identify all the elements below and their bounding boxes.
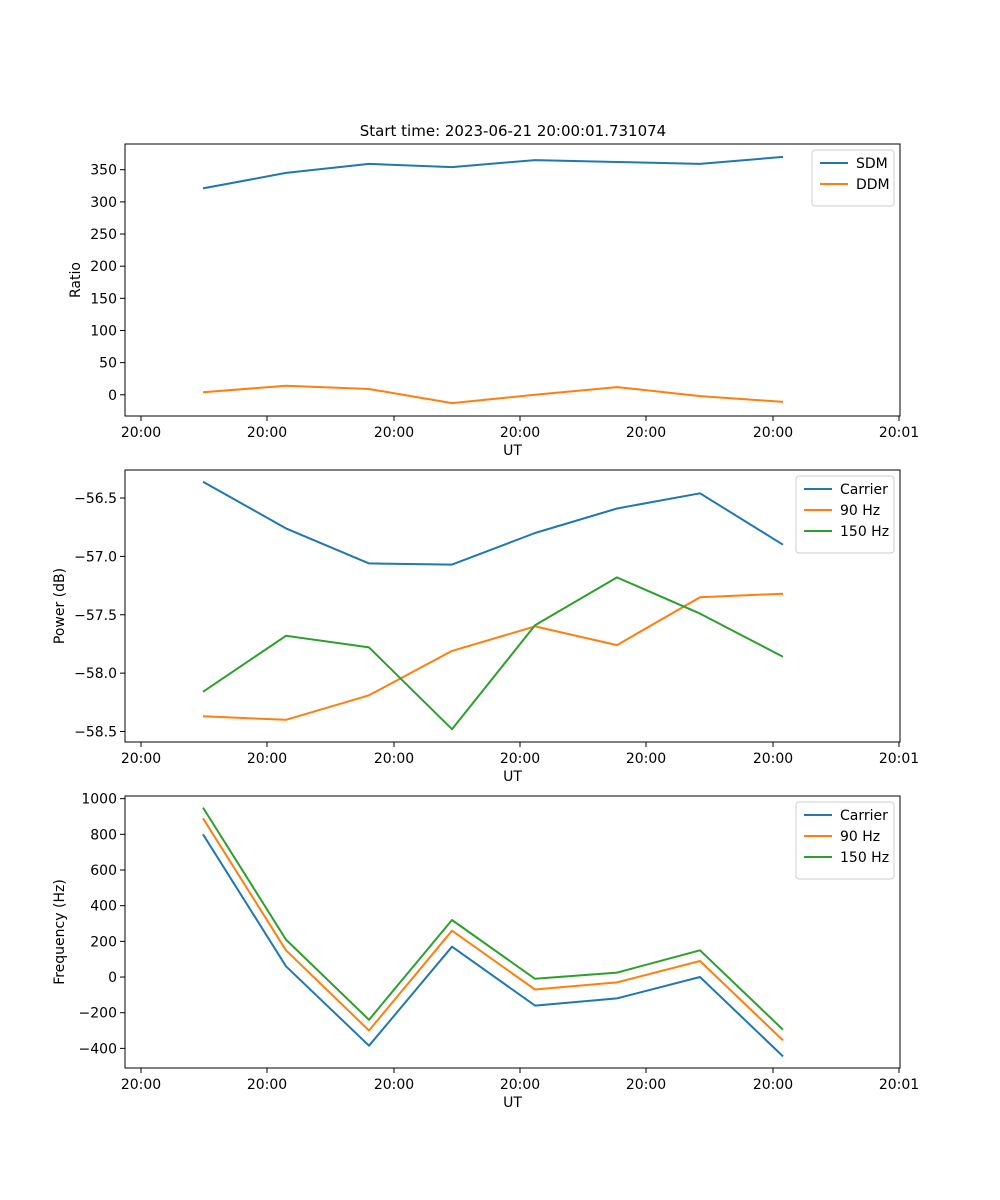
y-tick-label: 0 [108, 970, 117, 986]
y-tick-label: −57.0 [74, 549, 117, 565]
y-tick-label: 200 [90, 934, 117, 950]
legend-label-150-hz: 150 Hz [840, 524, 889, 540]
x-tick-label: 20:00 [247, 751, 287, 767]
x-tick-label: 20:00 [121, 751, 161, 767]
series-line-90-hz [202, 592, 784, 721]
y-tick-label: 350 [90, 163, 117, 179]
y-axis-label: Power (dB) [52, 568, 68, 644]
y-axis-label: Frequency (Hz) [52, 879, 68, 985]
x-tick-label: 20:00 [626, 751, 666, 767]
legend-label-ddm: DDM [856, 177, 890, 193]
legend: Carrier 90 Hz 150 Hz [795, 801, 895, 880]
y-tick-label: 0 [108, 388, 117, 404]
y-tick-label: 400 [90, 899, 117, 915]
y-tick-label: −56.5 [74, 491, 117, 507]
x-tick-label: 20:00 [374, 425, 414, 441]
y-tick-label: 50 [99, 356, 117, 372]
y-tick-label: −200 [79, 1006, 117, 1022]
power-panel: 20:00 20:00 20:00 20:00 20:00 20:00 20:01 −58.5… [52, 469, 919, 785]
y-tick-label: 1000 [81, 792, 117, 808]
frequency-panel: 20:00 20:00 20:00 20:00 20:00 20:00 20:01 −400 −… [52, 792, 919, 1111]
legend-label-carrier: Carrier [840, 482, 888, 498]
x-tick-label: 20:00 [500, 751, 540, 767]
plot-frame [124, 143, 901, 417]
y-tick-label: 150 [90, 291, 117, 307]
y-tick-label: −58.0 [74, 666, 117, 682]
x-axis-label: UT [503, 1095, 522, 1111]
x-tick-label: 20:00 [753, 425, 793, 441]
series-line-carrier [202, 480, 784, 566]
x-tick-label: 20:01 [879, 751, 919, 767]
plot-frame [124, 469, 901, 743]
x-tick-label: 20:00 [500, 1077, 540, 1093]
legend: SDM DDM [811, 149, 895, 207]
x-tick-label: 20:00 [500, 425, 540, 441]
x-axis-label: UT [503, 769, 522, 785]
legend-label-90-hz: 90 Hz [840, 503, 880, 519]
legend-label-sdm: SDM [856, 156, 888, 172]
y-tick-label: −400 [79, 1041, 117, 1057]
x-tick-label: 20:00 [626, 1077, 666, 1093]
x-tick-label: 20:00 [247, 1077, 287, 1093]
legend: Carrier 90 Hz 150 Hz [795, 475, 895, 554]
figure-title: Start time: 2023-06-21 20:00:01.731074 [360, 122, 666, 140]
x-tick-label: 20:01 [879, 425, 919, 441]
ratio-panel: 20:00 20:00 20:00 20:00 20:00 20:00 20:01 0 50 10… [68, 143, 919, 459]
x-tick-label: 20:00 [626, 425, 666, 441]
y-tick-label: −57.5 [74, 608, 117, 624]
x-tick-label: 20:00 [753, 1077, 793, 1093]
y-tick-label: 100 [90, 323, 117, 339]
x-tick-label: 20:00 [374, 1077, 414, 1093]
x-tick-label: 20:00 [121, 425, 161, 441]
legend-label-carrier: Carrier [840, 808, 888, 824]
y-tick-label: −58.5 [74, 724, 117, 740]
y-axis-label: Ratio [68, 262, 84, 298]
x-axis-label: UT [503, 443, 522, 459]
y-tick-label: 200 [90, 259, 117, 275]
x-tick-label: 20:00 [374, 751, 414, 767]
plot-frame [124, 795, 901, 1069]
x-tick-label: 20:01 [879, 1077, 919, 1093]
y-tick-label: 300 [90, 195, 117, 211]
series-line-carrier [202, 833, 784, 1058]
x-tick-label: 20:00 [121, 1077, 161, 1093]
x-tick-label: 20:00 [753, 751, 793, 767]
x-tick-label: 20:00 [247, 425, 287, 441]
series-line-150-hz [202, 576, 784, 731]
legend-label-90-hz: 90 Hz [840, 829, 880, 845]
y-tick-label: 800 [90, 827, 117, 843]
y-tick-label: 600 [90, 863, 117, 879]
series-line-ddm [202, 384, 784, 405]
series-line-90-hz [202, 817, 784, 1042]
legend-label-150-hz: 150 Hz [840, 850, 889, 866]
series-line-150-hz [202, 807, 784, 1031]
series-line-sdm [202, 155, 784, 190]
y-tick-label: 250 [90, 227, 117, 243]
